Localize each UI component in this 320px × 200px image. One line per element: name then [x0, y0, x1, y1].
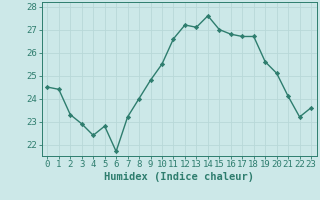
X-axis label: Humidex (Indice chaleur): Humidex (Indice chaleur): [104, 172, 254, 182]
